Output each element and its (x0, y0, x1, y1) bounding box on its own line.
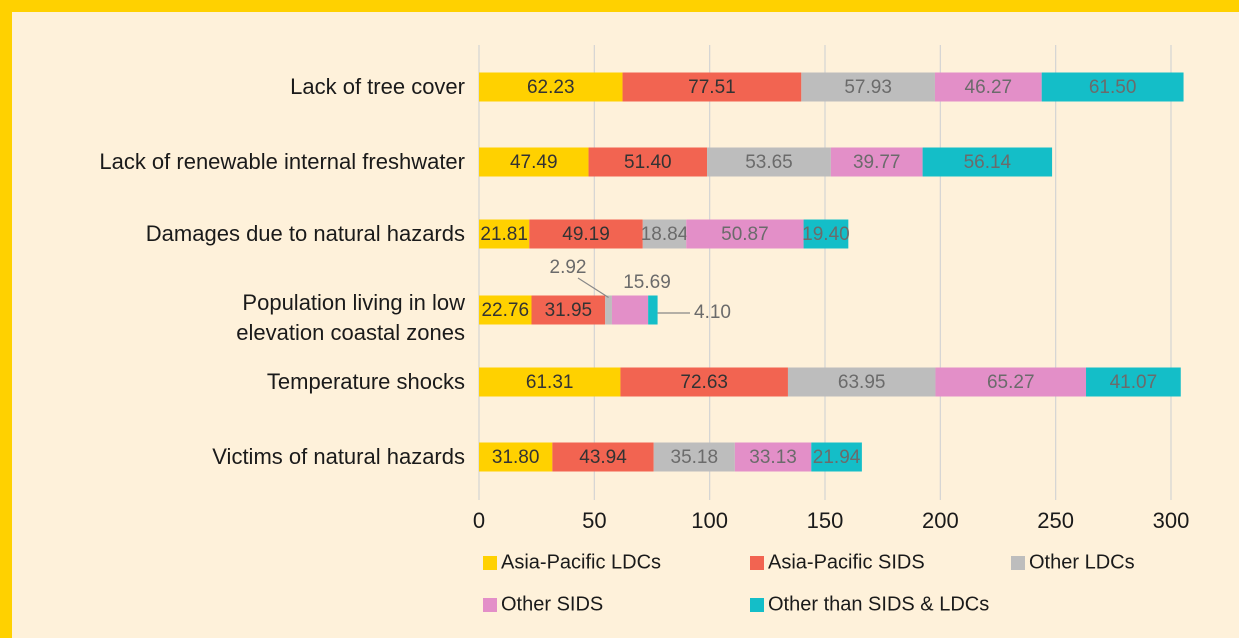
bar-segment (830, 147, 923, 177)
bar-segment (642, 219, 687, 249)
data-label: 53.65 (745, 152, 793, 173)
bar-segment (479, 147, 589, 177)
data-label: 57.93 (844, 77, 892, 98)
bar-segment (922, 147, 1053, 177)
bar-segment (648, 295, 658, 325)
data-label: 21.81 (480, 224, 528, 245)
bar-segment (588, 147, 708, 177)
legend-swatch (1011, 556, 1025, 570)
legend-label: Other than SIDS & LDCs (768, 593, 989, 615)
data-label: 39.77 (853, 152, 901, 173)
data-label: 41.07 (1110, 372, 1158, 393)
legend-label: Asia-Pacific SIDS (768, 551, 925, 573)
legend-label: Asia-Pacific LDCs (501, 551, 661, 573)
data-label: 49.19 (562, 224, 610, 245)
bar-segment (787, 367, 936, 397)
bar-segment (803, 219, 849, 249)
x-tick-label: 150 (807, 508, 844, 533)
data-label: 4.10 (694, 302, 731, 323)
data-label: 51.40 (624, 152, 672, 173)
data-label: 2.92 (550, 257, 587, 278)
leader-line (577, 277, 609, 299)
data-label: 47.49 (510, 152, 558, 173)
background (12, 12, 1239, 638)
bar-segment (1041, 72, 1184, 102)
data-label: 61.31 (526, 372, 574, 393)
category-label: Victims of natural hazards (212, 444, 465, 469)
data-label: 61.50 (1089, 77, 1137, 98)
data-label: 19.40 (802, 224, 850, 245)
data-label: 56.14 (964, 152, 1012, 173)
x-tick-label: 50 (582, 508, 606, 533)
data-label: 50.87 (721, 224, 769, 245)
x-tick-label: 100 (691, 508, 728, 533)
x-tick-label: 300 (1153, 508, 1190, 533)
data-label: 31.95 (545, 300, 593, 321)
bar-segment (605, 295, 612, 325)
category-label: Population living in low elevation coast… (236, 290, 465, 345)
bar-segment (479, 367, 621, 397)
data-label: 62.23 (527, 77, 575, 98)
data-label: 46.27 (965, 77, 1013, 98)
data-label: 22.76 (481, 300, 529, 321)
bar-segment (935, 367, 1087, 397)
bar-segment (622, 72, 802, 102)
bar-segment (479, 72, 623, 102)
bar-segment (479, 295, 532, 325)
category-label: Lack of renewable internal freshwater (99, 149, 465, 174)
bar-segment (552, 442, 654, 472)
legend-swatch (750, 598, 764, 612)
data-label: 77.51 (688, 77, 736, 98)
category-label: Lack of tree cover (290, 74, 465, 99)
legend-label: Other SIDS (501, 593, 603, 615)
bar-segment (1086, 367, 1181, 397)
bar-segment (707, 147, 831, 177)
bar-segment (734, 442, 812, 472)
bar-segment (934, 72, 1042, 102)
data-label: 35.18 (671, 447, 719, 468)
bar-segment (479, 442, 553, 472)
x-tick-label: 250 (1037, 508, 1074, 533)
category-label: Damages due to natural hazards (145, 221, 465, 246)
bar-segment (811, 442, 862, 472)
data-label: 63.95 (838, 372, 886, 393)
bar-segment (531, 295, 606, 325)
data-label: 21.94 (813, 447, 861, 468)
x-tick-label: 0 (473, 508, 485, 533)
data-label: 72.63 (680, 372, 728, 393)
bar-segment (479, 219, 530, 249)
data-label: 65.27 (987, 372, 1035, 393)
data-label: 33.13 (749, 447, 797, 468)
legend-label: Other LDCs (1029, 551, 1135, 573)
x-tick-label: 200 (922, 508, 959, 533)
data-label: 18.84 (641, 224, 689, 245)
legend-swatch (483, 556, 497, 570)
legend-swatch (750, 556, 764, 570)
data-label: 43.94 (579, 447, 627, 468)
bar-segment (686, 219, 804, 249)
bar-segment (653, 442, 735, 472)
data-label: 31.80 (492, 447, 540, 468)
bar-segment (801, 72, 935, 102)
category-label: Temperature shocks (266, 369, 465, 394)
bar-segment (611, 295, 649, 325)
legend-swatch (483, 598, 497, 612)
data-label: 15.69 (623, 272, 671, 293)
bar-segment (620, 367, 788, 397)
bar-segment (529, 219, 643, 249)
